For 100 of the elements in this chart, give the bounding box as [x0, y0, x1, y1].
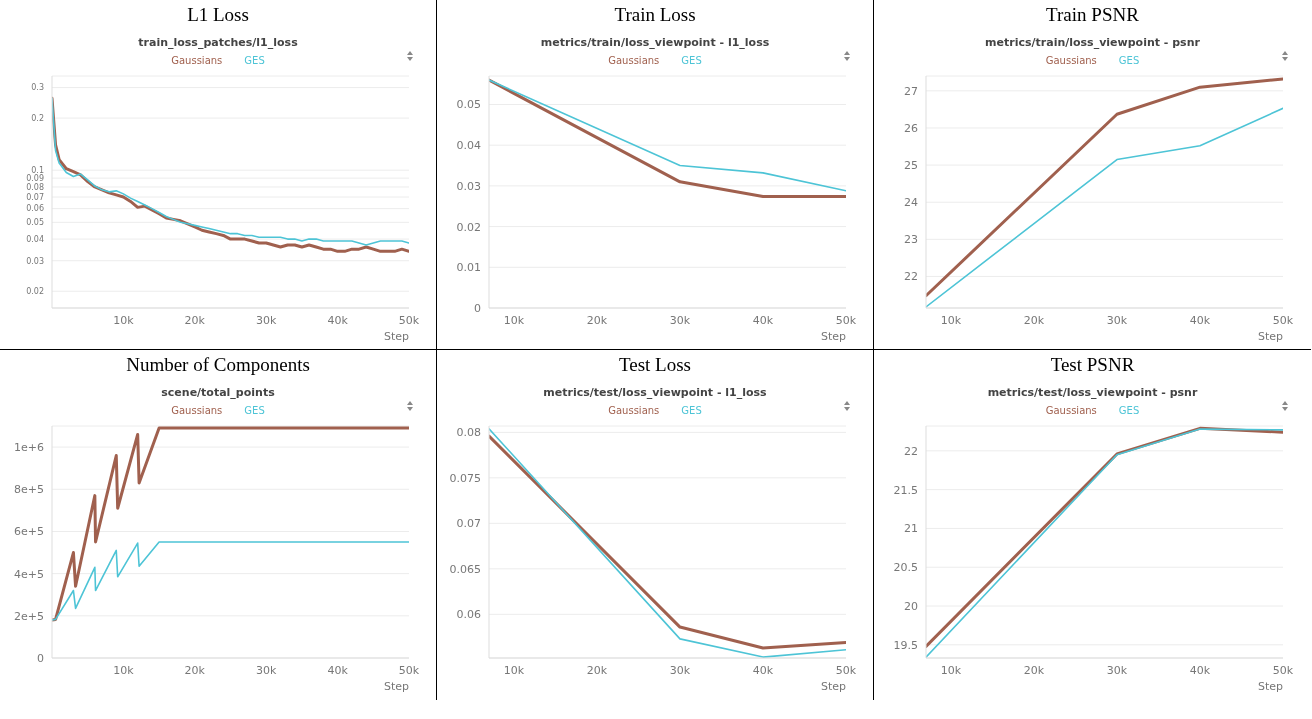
x-tick-label: 30k — [1106, 663, 1128, 677]
x-axis-title: Step — [1257, 330, 1284, 343]
y-tick-label: 20.5 — [893, 561, 918, 575]
x-tick-label: 10k — [940, 313, 962, 327]
x-axis-title: Step — [383, 680, 410, 693]
y-tick-label: 0.02 — [26, 287, 44, 297]
text: Gaussians — [1045, 55, 1097, 66]
y-tick-label: 24 — [904, 196, 918, 210]
y-tick-label: 0.05 — [456, 98, 481, 112]
text: Gaussians — [608, 55, 660, 66]
y-tick-label: 0 — [37, 651, 44, 665]
x-tick-label: 40k — [752, 313, 774, 327]
x-tick-label: 20k — [586, 313, 608, 327]
x-axis-title: Step — [820, 680, 847, 693]
y-tick-label: 0.08 — [456, 426, 481, 440]
x-axis-title: Step — [1257, 680, 1284, 693]
chart-subtitle: train_loss_patches/l1_loss — [137, 35, 299, 51]
chart-title: Number of Components — [125, 353, 311, 377]
chart-title: Test Loss — [618, 353, 692, 377]
x-tick-label: 30k — [256, 663, 278, 677]
chart-subtitle: metrics/test/loss_viewpoint - psnr — [986, 385, 1199, 401]
y-tick-label: 8e+5 — [14, 483, 44, 497]
x-tick-label: 50k — [1272, 313, 1294, 327]
y-tick-label: 25 — [904, 158, 918, 172]
series-label: Gaussians — [171, 405, 223, 416]
x-tick-label: 50k — [835, 313, 857, 327]
text: GES — [1118, 55, 1140, 66]
y-tick-label: 2e+5 — [14, 609, 44, 623]
y-tick-label: 21 — [904, 522, 918, 536]
x-tick-label: 20k — [1023, 313, 1045, 327]
y-tick-label: 26 — [904, 121, 918, 135]
y-tick-label: 0.07 — [26, 192, 44, 202]
text: GES — [244, 55, 265, 66]
x-tick-label: 10k — [113, 313, 135, 327]
y-tick-label: 0.09 — [26, 173, 44, 183]
text: GES — [681, 405, 702, 416]
y-tick-label: 20 — [904, 599, 918, 613]
x-tick-label: 10k — [940, 663, 962, 677]
x-tick-label: 20k — [1023, 663, 1045, 677]
y-tick-label: 22 — [904, 444, 918, 458]
y-tick-label: 0.04 — [26, 234, 44, 244]
x-tick-label: 30k — [256, 313, 278, 327]
y-tick-label: 19.5 — [893, 638, 918, 652]
x-tick-label: 20k — [184, 313, 206, 327]
x-tick-label: 50k — [1272, 663, 1294, 677]
x-tick-label: 40k — [327, 663, 349, 677]
y-tick-label: 0.06 — [456, 608, 481, 622]
chart-subtitle: metrics/train/loss_viewpoint - l1_loss — [539, 35, 771, 51]
chart-subtitle: metrics/test/loss_viewpoint - l1_loss — [542, 385, 768, 401]
x-tick-label: 20k — [586, 663, 608, 677]
y-tick-label: 23 — [904, 233, 918, 247]
y-tick-label: 27 — [904, 84, 918, 98]
x-tick-label: 30k — [669, 313, 691, 327]
chart-title: Train PSNR — [1045, 3, 1140, 27]
y-tick-label: 0.03 — [26, 256, 44, 266]
text: GES — [681, 55, 702, 66]
y-tick-label: 0.2 — [31, 113, 44, 123]
y-tick-label: 6e+5 — [14, 525, 44, 539]
y-tick-label: 0 — [474, 301, 481, 315]
y-tick-label: 22 — [904, 270, 918, 284]
x-axis-title: Step — [820, 330, 847, 343]
x-tick-label: 10k — [503, 313, 525, 327]
y-tick-label: 0.07 — [456, 517, 481, 531]
chart-title: Test PSNR — [1049, 353, 1136, 377]
y-tick-label: 4e+5 — [14, 567, 44, 581]
x-tick-label: 30k — [669, 663, 691, 677]
chart-subtitle: scene/total_points — [160, 385, 276, 401]
y-tick-label: 0.065 — [449, 562, 481, 576]
text: GES — [1118, 405, 1140, 416]
y-tick-label: 0.01 — [456, 261, 481, 275]
text: Gaussians — [608, 405, 660, 416]
y-tick-label: 21.5 — [893, 483, 918, 497]
chart-title: L1 Loss — [186, 3, 250, 27]
y-tick-label: 0.075 — [449, 471, 481, 485]
y-tick-label: 0.08 — [26, 182, 44, 192]
x-tick-label: 40k — [752, 663, 774, 677]
y-tick-label: 0.1 — [31, 166, 44, 176]
y-tick-label: 0.05 — [26, 218, 44, 228]
y-tick-label: 0.03 — [456, 179, 481, 193]
y-tick-label: 0.04 — [456, 139, 481, 153]
y-tick-label: 0.3 — [31, 83, 44, 93]
x-tick-label: 20k — [184, 663, 206, 677]
x-tick-label: 10k — [113, 663, 135, 677]
x-tick-label: 10k — [503, 663, 525, 677]
x-tick-label: 50k — [398, 663, 420, 677]
text: Gaussians — [171, 55, 223, 66]
chart-subtitle: metrics/train/loss_viewpoint - psnr — [984, 35, 1201, 51]
x-tick-label: 40k — [1189, 313, 1211, 327]
x-tick-label: 50k — [835, 663, 857, 677]
text: Gaussians — [1045, 405, 1097, 416]
x-axis-title: Step — [383, 330, 410, 343]
text: GES — [244, 405, 265, 416]
x-tick-label: 30k — [1106, 313, 1128, 327]
x-tick-label: 40k — [327, 313, 349, 327]
chart-title: Train Loss — [613, 3, 697, 27]
x-tick-label: 50k — [398, 313, 420, 327]
y-tick-label: 0.02 — [456, 220, 481, 234]
y-tick-label: 1e+6 — [14, 441, 44, 454]
y-tick-label: 0.06 — [26, 204, 44, 214]
x-tick-label: 40k — [1189, 663, 1211, 677]
